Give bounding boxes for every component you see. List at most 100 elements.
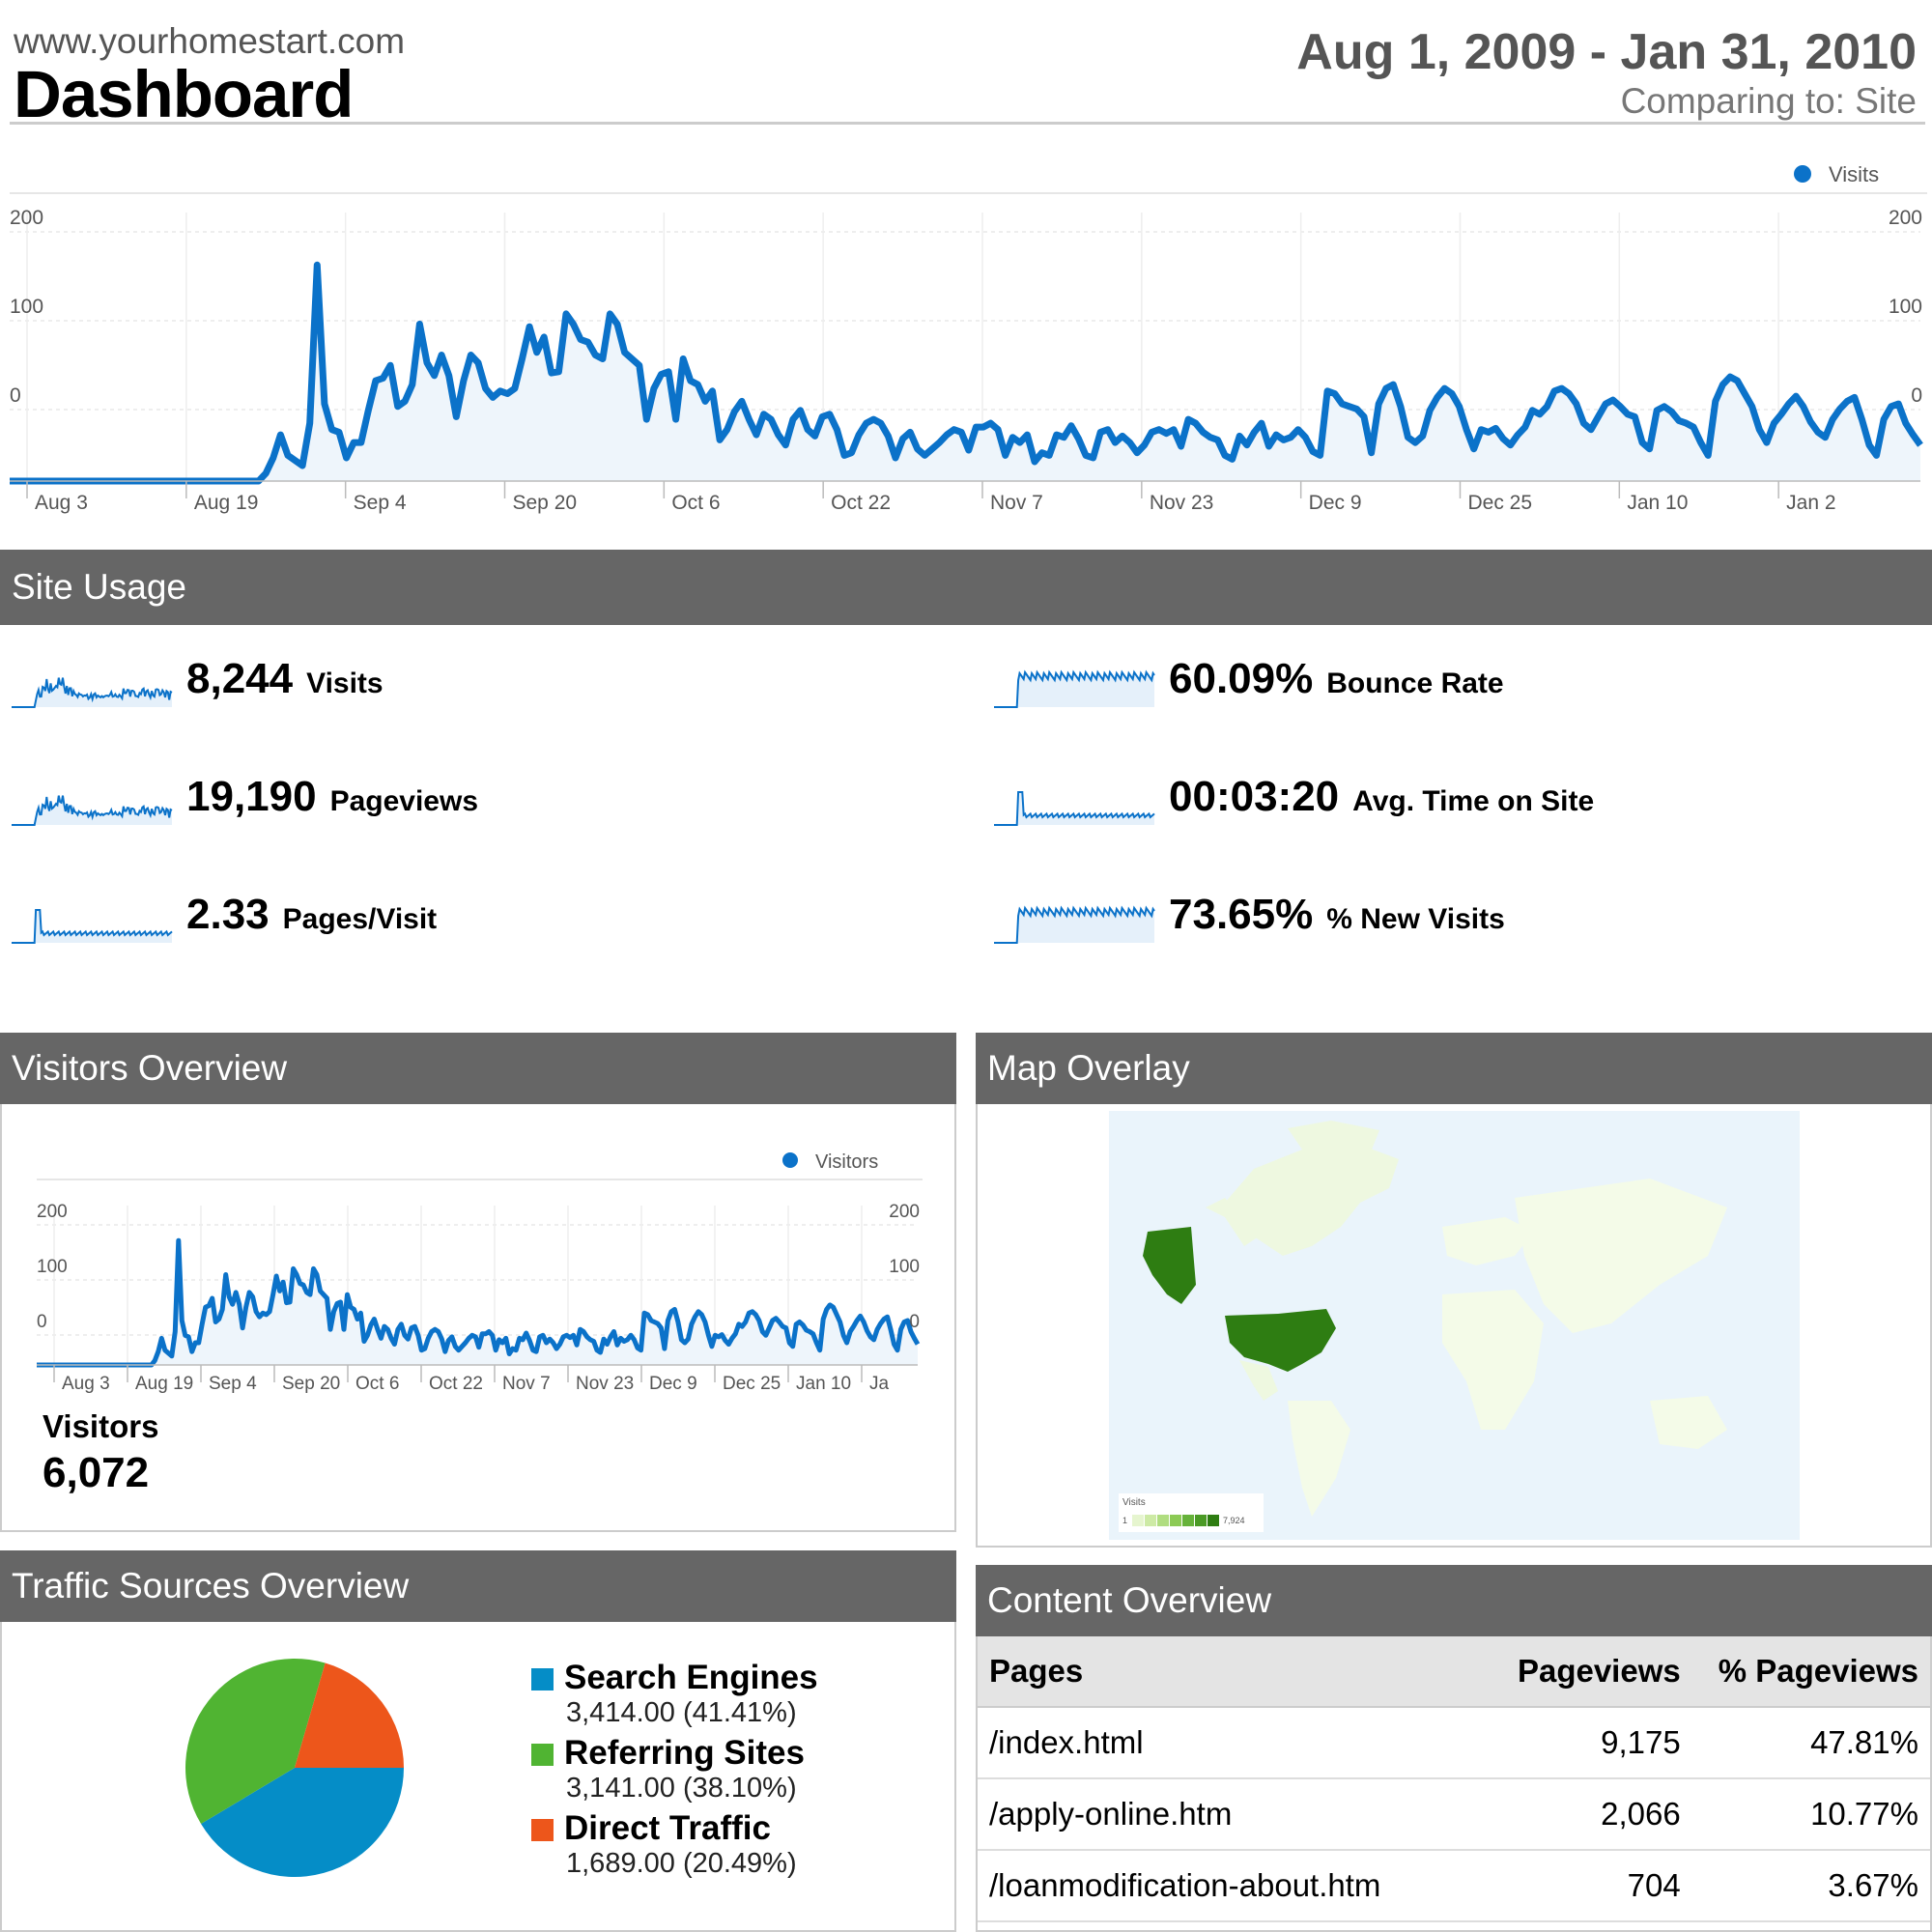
- col-percent-pageviews[interactable]: % Pageviews: [1691, 1636, 1930, 1708]
- x-tick-label: Dec 9: [649, 1374, 697, 1394]
- col-pages[interactable]: Pages: [978, 1636, 1471, 1708]
- y-tick-label: 0: [1911, 384, 1922, 407]
- search-engines-swatch: [531, 1668, 554, 1690]
- col-pageviews[interactable]: Pageviews: [1470, 1636, 1692, 1708]
- table-row[interactable]: /apply-online.htm 2,066 10.77%: [978, 1778, 1930, 1851]
- metric-label: Pageviews: [329, 785, 479, 817]
- sparkline: [994, 669, 1155, 708]
- europe-shape: [1442, 1217, 1534, 1265]
- x-axis: Aug 3 Aug 19 Sep 4 Sep 20 Oct 6 Oct 22 Nov 7 No…: [10, 480, 1920, 514]
- metric-row[interactable]: 73.65% % New Visits: [1169, 891, 1505, 939]
- traffic-source-value: 1,689.00 (20.49%): [566, 1848, 797, 1879]
- traffic-source-name: Search Engines: [564, 1659, 818, 1696]
- metric-row[interactable]: 00:03:20 Avg. Time on Site: [1169, 773, 1594, 821]
- page-link[interactable]: /index.html: [978, 1707, 1471, 1779]
- visitors-total: 6,072: [43, 1449, 150, 1496]
- content-overview-title: Content Overview: [987, 1580, 1272, 1620]
- traffic-pie-chart[interactable]: [184, 1657, 406, 1879]
- x-tick-label: Sep 20: [513, 492, 578, 514]
- y-tick-label: 200: [37, 1202, 68, 1222]
- map-legend-step: [1145, 1515, 1156, 1526]
- x-tick-label: Dec 9: [1309, 492, 1362, 514]
- legend-label: Visits: [1829, 162, 1879, 186]
- table-header-row: Pages Pageviews % Pageviews: [978, 1636, 1930, 1708]
- visits-chart[interactable]: Aug 3 Aug 19 Sep 4 Sep 20 Oct 6 Oct 22 Nov 7 No…: [0, 145, 1932, 526]
- map-legend-min: 1: [1122, 1516, 1127, 1525]
- percent-cell: 3.67%: [1691, 1850, 1930, 1922]
- legend-dot: [1794, 165, 1811, 183]
- content-table: Pages Pageviews % Pageviews /index.html …: [978, 1636, 1930, 1922]
- y-tick-label: 100: [10, 296, 43, 318]
- series-area: [10, 265, 1920, 481]
- percent-cell: 10.77%: [1691, 1778, 1930, 1851]
- traffic-sources-title: Traffic Sources Overview: [12, 1566, 410, 1605]
- x-tick-label: Nov 7: [990, 492, 1043, 514]
- pageviews-cell: 9,175: [1470, 1707, 1692, 1779]
- pie-slice-referring-sites[interactable]: [185, 1658, 326, 1825]
- x-tick-label: Nov 23: [576, 1374, 634, 1394]
- map-legend-step: [1195, 1515, 1207, 1526]
- map-legend-step: [1182, 1515, 1194, 1526]
- sparkline-line: [12, 909, 173, 944]
- metric-label: Bounce Rate: [1326, 668, 1504, 699]
- metric-value: 19,190: [186, 773, 317, 820]
- map-legend-step: [1132, 1515, 1144, 1526]
- x-tick-label: Aug 3: [62, 1374, 110, 1394]
- metric-label: Visits: [306, 668, 384, 699]
- pie-slice-direct-traffic[interactable]: [295, 1662, 404, 1768]
- page-link[interactable]: /loanmodification-about.htm: [978, 1850, 1471, 1922]
- y-tick-label: 0: [909, 1312, 920, 1332]
- x-tick-label: Nov 7: [502, 1374, 551, 1394]
- x-tick-label: Jan 2: [1786, 492, 1835, 514]
- referring-sites-swatch: [531, 1744, 554, 1766]
- visitors-series: [37, 1237, 921, 1368]
- metric-row[interactable]: 19,190 Pageviews: [186, 773, 478, 821]
- x-tick-label: Aug 19: [194, 492, 259, 514]
- metric-row[interactable]: 60.09% Bounce Rate: [1169, 655, 1504, 703]
- metric-row[interactable]: 8,244 Visits: [186, 655, 384, 703]
- page-title: Dashboard: [14, 57, 354, 131]
- page-link[interactable]: /apply-online.htm: [978, 1778, 1471, 1851]
- metric-label: Avg. Time on Site: [1352, 785, 1595, 817]
- sparkline-area: [994, 672, 1154, 707]
- visitors-overview-header: Visitors Overview: [0, 1033, 956, 1104]
- sparkline-line: [12, 677, 173, 708]
- x-tick-label: Dec 25: [723, 1374, 781, 1394]
- y-axis: 200 200 100 100 0 0: [10, 207, 1922, 407]
- australia-shape: [1650, 1396, 1727, 1449]
- date-range[interactable]: Aug 1, 2009 - Jan 31, 2010: [1296, 24, 1917, 80]
- metric-value: 73.65%: [1169, 891, 1314, 938]
- map-overlay-title: Map Overlay: [987, 1048, 1190, 1088]
- x-tick-label: Jan 10: [796, 1374, 851, 1394]
- metric-row[interactable]: 2.33 Pages/Visit: [186, 891, 437, 939]
- africa-shape: [1442, 1290, 1544, 1430]
- traffic-sources-header: Traffic Sources Overview: [0, 1550, 956, 1622]
- sparkline-area: [994, 908, 1154, 943]
- world-map[interactable]: Visits 1 7,924: [1109, 1111, 1800, 1540]
- legend-label: Visitors: [815, 1151, 878, 1173]
- asia-shape: [1515, 1179, 1727, 1333]
- table-row[interactable]: /index.html 9,175 47.81%: [978, 1707, 1930, 1779]
- y-tick-label: 200: [889, 1202, 920, 1222]
- sparkline: [12, 795, 173, 826]
- percent-cell: 47.81%: [1691, 1707, 1930, 1779]
- visits-series: [10, 261, 1923, 485]
- x-tick-label: Jan 10: [1627, 492, 1688, 514]
- sparkline-area: [12, 795, 172, 825]
- metric-label: Pages/Visit: [282, 903, 438, 935]
- direct-traffic-swatch: [531, 1819, 554, 1841]
- site-usage-header: Site Usage: [0, 550, 1932, 625]
- pie-slice-search-engines[interactable]: [201, 1768, 404, 1877]
- x-tick-label: Sep 4: [354, 492, 407, 514]
- table-row[interactable]: /loanmodification-about.htm 704 3.67%: [978, 1850, 1930, 1922]
- greenland-shape: [1288, 1121, 1379, 1159]
- sparkline: [12, 909, 173, 944]
- site-usage-title: Site Usage: [12, 567, 186, 607]
- metric-value: 60.09%: [1169, 655, 1314, 702]
- y-tick-label: 100: [1889, 296, 1922, 318]
- visitors-label: Visitors: [43, 1408, 159, 1444]
- header-divider: [10, 122, 1925, 125]
- site-url: www.yourhomestart.com: [14, 21, 406, 61]
- visitors-chart[interactable]: Aug 3 Aug 19 Sep 4 Sep 20 Oct 6 Oct 22 Nov 7 No…: [0, 1104, 956, 1404]
- usa-shape: [1225, 1309, 1336, 1372]
